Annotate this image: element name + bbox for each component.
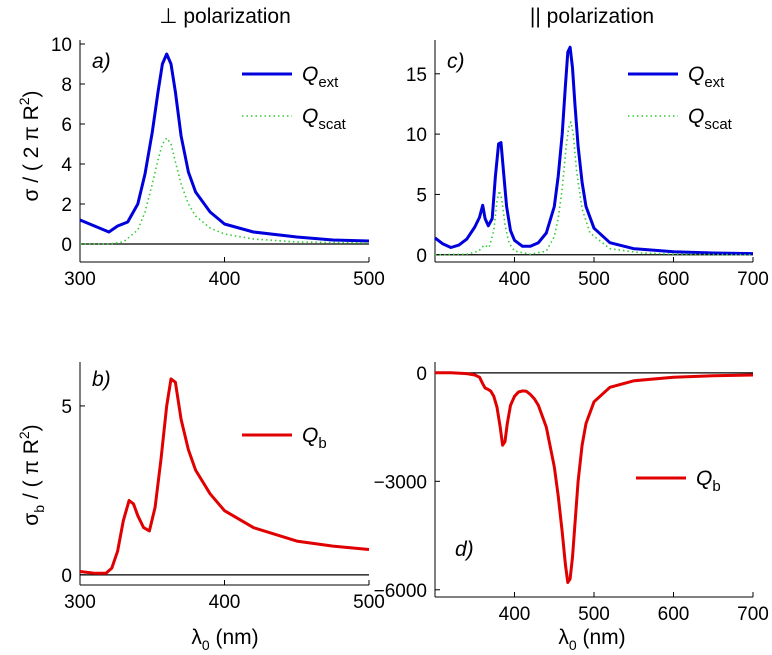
x-tick-label: 500 bbox=[353, 269, 385, 290]
y-tick-label: 10 bbox=[51, 35, 72, 56]
y-tick-label: 0 bbox=[61, 235, 72, 256]
ylabel-top: σ / ( 2 π R2) bbox=[16, 90, 43, 201]
panel-label-d: d) bbox=[455, 538, 474, 561]
ylabel-bottom-main: σ bbox=[20, 513, 43, 526]
ylabel-bottom-sup: 2 bbox=[16, 431, 32, 439]
x-tick-label: 400 bbox=[499, 269, 531, 290]
panel-d: 400 500 600 700 0 −3000 −6000 Qb d) bbox=[374, 362, 769, 625]
x-tick-label: 500 bbox=[578, 604, 610, 625]
y-tick-label: 6 bbox=[61, 115, 72, 136]
y-tick-label: 10 bbox=[406, 125, 427, 146]
title-left: ⊥ polarization bbox=[159, 5, 291, 28]
x-tick-label: 500 bbox=[578, 269, 610, 290]
series-line-b bbox=[79, 377, 370, 575]
xlabel-right: λ0 (nm) bbox=[558, 626, 625, 653]
x-tick-label: 400 bbox=[209, 592, 241, 613]
panel-c: 400 500 600 700 0 5 10 15 Qext Qscat c) bbox=[406, 40, 769, 290]
xlabel-left: λ0 (nm) bbox=[191, 626, 258, 653]
xlabel-right-sub: 0 bbox=[569, 637, 577, 653]
y-tick-label: 8 bbox=[61, 75, 72, 96]
xlabel-left-sub: 0 bbox=[202, 637, 210, 653]
xlabel-right-main: λ bbox=[558, 626, 569, 649]
y-tick-label: −3000 bbox=[374, 472, 427, 493]
x-tick-label: 400 bbox=[499, 604, 531, 625]
series-line-ext bbox=[79, 52, 370, 243]
y-tick-label: 2 bbox=[61, 195, 72, 216]
legend-label-b: Qb bbox=[302, 424, 327, 452]
ylabel-top-sup: 2 bbox=[16, 97, 32, 105]
ylabel-top-tail: ) bbox=[20, 90, 43, 97]
panel-a: 300 400 500 0 2 4 6 8 10 Qext Qscat a) bbox=[51, 35, 385, 290]
ylabel-bottom-sub: b bbox=[31, 505, 47, 513]
ylabel-bottom-mid: / ( π R bbox=[20, 439, 43, 505]
series-line-ext bbox=[434, 45, 754, 256]
legend-label-ext: Qext bbox=[302, 63, 339, 91]
y-tick-label: 4 bbox=[61, 155, 72, 176]
panel-b: 300 400 500 0 5 Qb b) bbox=[61, 362, 385, 613]
series-line-scat bbox=[80, 137, 370, 245]
xlabel-left-tail: (nm) bbox=[210, 626, 259, 649]
y-tick-label: −6000 bbox=[374, 581, 427, 602]
y-tick-label: 0 bbox=[61, 566, 72, 587]
x-tick-label: 700 bbox=[737, 269, 769, 290]
panel-label-c: c) bbox=[447, 50, 465, 73]
x-tick-label: 300 bbox=[64, 269, 96, 290]
ylabel-bottom-tail: ) bbox=[20, 424, 43, 431]
series-line-b bbox=[435, 371, 754, 584]
title-right: || polarization bbox=[530, 5, 654, 28]
panel-label-a: a) bbox=[92, 50, 111, 73]
y-tick-label: 0 bbox=[416, 364, 427, 385]
legend-label-scat: Qscat bbox=[302, 105, 347, 133]
series-line-scat bbox=[434, 121, 754, 256]
ylabel-bottom: σb / ( π R2) bbox=[16, 424, 47, 525]
xlabel-right-tail: (nm) bbox=[577, 626, 626, 649]
x-tick-label: 600 bbox=[658, 604, 690, 625]
legend-label-scat: Qscat bbox=[688, 105, 733, 133]
legend-label-b: Qb bbox=[696, 467, 721, 495]
panel-label-b: b) bbox=[92, 368, 111, 391]
x-tick-label: 700 bbox=[737, 604, 769, 625]
y-tick-label: 5 bbox=[61, 397, 72, 418]
y-tick-label: 15 bbox=[406, 65, 427, 86]
y-tick-label: 5 bbox=[416, 185, 427, 206]
ylabel-top-main: σ / ( 2 π R bbox=[20, 105, 43, 201]
y-tick-label: 0 bbox=[416, 246, 427, 267]
legend-label-ext: Qext bbox=[688, 63, 725, 91]
xlabel-left-main: λ bbox=[191, 626, 202, 649]
x-tick-label: 500 bbox=[353, 592, 385, 613]
x-tick-label: 600 bbox=[658, 269, 690, 290]
x-tick-label: 300 bbox=[64, 592, 96, 613]
x-tick-label: 400 bbox=[209, 269, 241, 290]
